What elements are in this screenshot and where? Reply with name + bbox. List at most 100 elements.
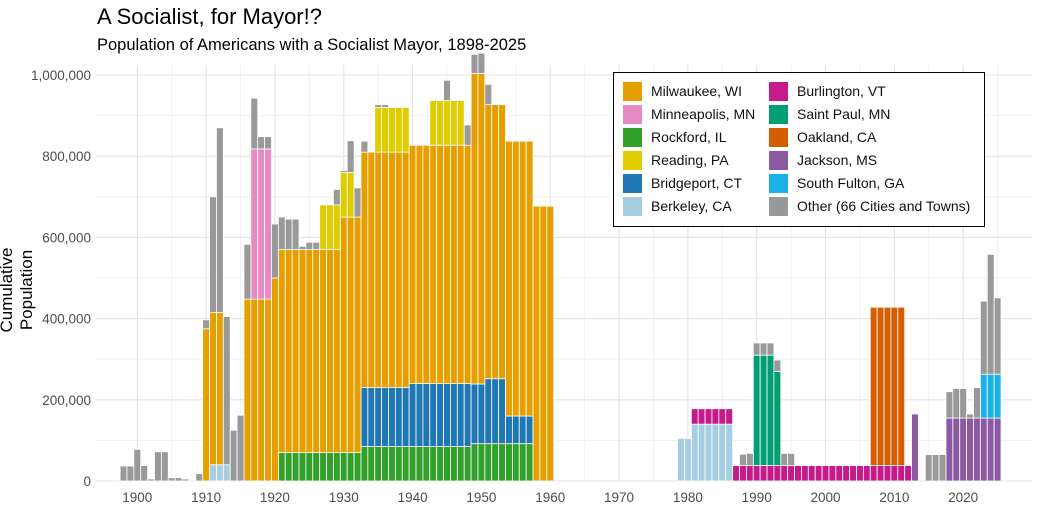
bar-rockford-il bbox=[360, 446, 369, 482]
bar-rockford-il bbox=[291, 452, 300, 482]
bar-bridgeport-ct bbox=[381, 387, 389, 447]
legend-swatch bbox=[623, 81, 642, 101]
bar-berkeley-ca bbox=[684, 437, 692, 482]
x-tick-label: 1980 bbox=[673, 490, 703, 505]
legend-label: Saint Paul, MN bbox=[797, 106, 891, 122]
bar-bridgeport-ct bbox=[443, 383, 451, 447]
bar-milwaukee-wi bbox=[443, 144, 451, 384]
bar-other-66-cities-and-towns bbox=[305, 241, 314, 250]
chart-title: A Socialist, for Mayor!? bbox=[97, 4, 322, 29]
bar-jackson-ms bbox=[993, 417, 1002, 482]
bar-milwaukee-wi bbox=[312, 249, 321, 453]
bar-rockford-il bbox=[470, 443, 479, 482]
bar-burlington-vt bbox=[869, 465, 878, 482]
bar-other-66-cities-and-towns bbox=[739, 453, 747, 466]
bar-oakland-ca bbox=[876, 306, 885, 466]
bar-milwaukee-wi bbox=[291, 249, 300, 453]
legend-item: Oakland, CA bbox=[769, 127, 876, 147]
legend-item: Milwaukee, WI bbox=[623, 81, 742, 101]
bar-rockford-il bbox=[456, 446, 465, 482]
legend-label: Reading, PA bbox=[651, 152, 729, 168]
bar-milwaukee-wi bbox=[360, 151, 369, 389]
bar-bridgeport-ct bbox=[401, 387, 410, 447]
bar-other-66-cities-and-towns bbox=[973, 387, 981, 419]
bar-other-66-cities-and-towns bbox=[312, 241, 321, 250]
bar-burlington-vt bbox=[883, 465, 892, 482]
bar-other-66-cities-and-towns bbox=[209, 196, 217, 313]
bar-rockford-il bbox=[450, 446, 458, 482]
bar-milwaukee-wi bbox=[271, 277, 279, 482]
legend-swatch bbox=[623, 196, 642, 216]
bar-milwaukee-wi bbox=[525, 140, 534, 417]
bar-burlington-vt bbox=[876, 465, 885, 482]
bar-berkeley-ca bbox=[209, 464, 217, 482]
bar-burlington-vt bbox=[725, 408, 734, 425]
chart-subtitle: Population of Americans with a Socialist… bbox=[97, 36, 527, 54]
bar-jackson-ms bbox=[952, 417, 961, 482]
bar-burlington-vt bbox=[718, 408, 727, 425]
bar-bridgeport-ct bbox=[436, 383, 444, 447]
bar-other-66-cities-and-towns bbox=[284, 218, 293, 250]
bar-milwaukee-wi bbox=[463, 144, 472, 384]
bar-other-66-cities-and-towns bbox=[333, 189, 341, 206]
legend-item: Other (66 Cities and Towns) bbox=[769, 196, 970, 216]
bar-other-66-cities-and-towns bbox=[477, 52, 486, 74]
bar-bridgeport-ct bbox=[360, 387, 369, 447]
bar-bridgeport-ct bbox=[518, 415, 527, 445]
bar-rockford-il bbox=[505, 443, 513, 482]
bar-bridgeport-ct bbox=[408, 383, 417, 447]
bar-burlington-vt bbox=[766, 465, 775, 482]
bar-rockford-il bbox=[374, 446, 383, 482]
legend-item: Bridgeport, CT bbox=[623, 173, 742, 193]
bar-bridgeport-ct bbox=[491, 378, 500, 445]
legend-label: Other (66 Cities and Towns) bbox=[797, 198, 971, 214]
bar-milwaukee-wi bbox=[243, 298, 252, 482]
bar-bridgeport-ct bbox=[456, 383, 465, 447]
bar-burlington-vt bbox=[897, 465, 906, 482]
bar-milwaukee-wi bbox=[539, 205, 548, 482]
bar-rockford-il bbox=[339, 452, 348, 482]
bar-burlington-vt bbox=[780, 465, 789, 482]
bar-other-66-cities-and-towns bbox=[959, 388, 968, 419]
bar-reading-pa bbox=[388, 107, 396, 153]
bar-bridgeport-ct bbox=[388, 387, 396, 447]
bar-oakland-ca bbox=[869, 306, 878, 466]
legend-swatch bbox=[769, 81, 788, 101]
bar-milwaukee-wi bbox=[353, 216, 362, 453]
bar-rockford-il bbox=[422, 446, 431, 482]
bar-berkeley-ca bbox=[677, 437, 685, 482]
bar-other-66-cities-and-towns bbox=[381, 104, 389, 108]
bar-saint-paul-mn bbox=[766, 354, 775, 466]
bar-milwaukee-wi bbox=[381, 151, 389, 389]
bar-milwaukee-wi bbox=[374, 151, 383, 389]
bar-berkeley-ca bbox=[690, 423, 699, 482]
bar-other-66-cities-and-towns bbox=[222, 316, 231, 466]
bar-other-66-cities-and-towns bbox=[243, 243, 252, 300]
bar-milwaukee-wi bbox=[505, 140, 513, 417]
bar-jackson-ms bbox=[911, 413, 919, 482]
bar-other-66-cities-and-towns bbox=[216, 127, 224, 313]
bar-rockford-il bbox=[388, 446, 396, 482]
legend-swatch bbox=[623, 104, 642, 124]
bar-other-66-cities-and-towns bbox=[780, 452, 789, 466]
bar-other-66-cities-and-towns bbox=[264, 136, 272, 150]
bar-bridgeport-ct bbox=[511, 415, 520, 445]
bar-rockford-il bbox=[353, 452, 362, 482]
bar-jackson-ms bbox=[959, 417, 968, 482]
bar-other-66-cities-and-towns bbox=[470, 53, 479, 74]
legend-label: Rockford, IL bbox=[651, 129, 727, 145]
bar-bridgeport-ct bbox=[477, 383, 486, 445]
bar-jackson-ms bbox=[979, 417, 988, 482]
bar-reading-pa bbox=[450, 100, 458, 146]
bar-milwaukee-wi bbox=[333, 249, 341, 453]
legend-label: Burlington, VT bbox=[797, 83, 886, 99]
bar-reading-pa bbox=[326, 204, 334, 250]
bar-burlington-vt bbox=[752, 465, 761, 482]
bar-other-66-cities-and-towns bbox=[271, 223, 279, 279]
bar-milwaukee-wi bbox=[456, 144, 465, 384]
bar-saint-paul-mn bbox=[752, 354, 761, 466]
bar-berkeley-ca bbox=[222, 464, 231, 482]
bar-bridgeport-ct bbox=[394, 387, 403, 447]
bar-reading-pa bbox=[339, 172, 348, 218]
x-tick-label: 2000 bbox=[811, 490, 841, 505]
